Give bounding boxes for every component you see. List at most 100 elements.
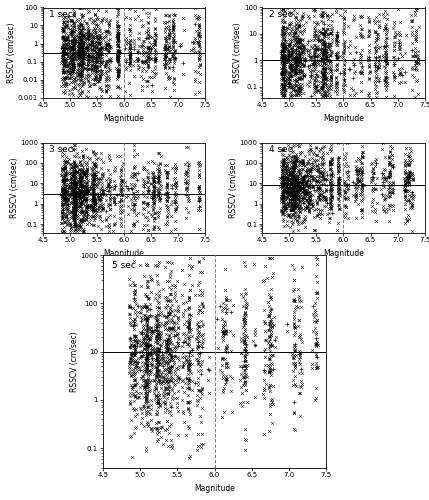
Point: [353, 48, 360, 56]
Point: [162, 45, 169, 53]
Point: [300, 184, 307, 192]
Point: [353, 157, 360, 165]
Point: [60, 41, 66, 49]
Point: [142, 34, 149, 42]
Point: [262, 368, 269, 376]
Point: [298, 60, 305, 68]
Point: [129, 304, 136, 312]
Point: [335, 174, 342, 182]
Point: [411, 56, 418, 64]
Point: [318, 160, 325, 168]
Point: [90, 184, 97, 192]
Point: [296, 214, 303, 222]
Point: [62, 196, 69, 203]
Point: [266, 290, 273, 298]
Point: [304, 172, 311, 180]
Point: [151, 55, 158, 63]
Point: [291, 320, 298, 328]
Point: [92, 190, 99, 198]
Point: [88, 66, 95, 74]
Point: [285, 191, 292, 199]
Point: [289, 211, 296, 219]
Point: [63, 215, 70, 223]
Point: [96, 24, 103, 32]
Point: [97, 92, 104, 100]
Point: [155, 188, 162, 196]
Point: [166, 64, 172, 72]
Point: [290, 84, 297, 92]
Point: [317, 210, 323, 218]
Point: [279, 66, 286, 74]
Point: [70, 191, 77, 199]
Point: [390, 73, 397, 81]
Point: [289, 192, 296, 200]
Point: [320, 80, 326, 88]
Point: [58, 52, 65, 60]
Point: [141, 351, 148, 359]
Point: [285, 36, 292, 44]
Point: [154, 394, 161, 402]
Point: [292, 158, 299, 166]
Point: [85, 70, 92, 78]
Point: [75, 60, 82, 68]
Point: [79, 31, 86, 39]
Point: [159, 362, 166, 370]
Point: [155, 172, 162, 179]
Point: [73, 190, 79, 198]
Point: [280, 74, 287, 82]
Point: [128, 169, 135, 177]
Point: [70, 182, 77, 190]
Point: [91, 202, 98, 210]
Point: [91, 196, 97, 203]
Point: [316, 168, 323, 176]
Point: [284, 184, 290, 192]
Point: [295, 180, 302, 188]
Point: [145, 402, 151, 410]
Point: [282, 48, 289, 56]
Point: [320, 55, 327, 63]
Point: [134, 394, 141, 402]
Point: [405, 181, 412, 189]
Point: [300, 189, 307, 197]
Point: [285, 152, 292, 160]
Point: [287, 9, 294, 17]
Point: [304, 147, 311, 155]
Point: [278, 58, 285, 66]
Point: [76, 40, 83, 48]
Point: [281, 23, 288, 31]
Point: [280, 54, 287, 62]
Point: [68, 52, 75, 60]
Point: [79, 213, 86, 221]
Point: [195, 184, 202, 192]
Point: [154, 326, 161, 334]
Point: [167, 402, 174, 410]
Point: [299, 178, 306, 186]
Point: [71, 206, 78, 214]
Point: [170, 15, 177, 23]
Point: [323, 48, 330, 56]
Point: [180, 338, 187, 346]
Point: [169, 316, 175, 324]
Point: [323, 80, 330, 88]
Point: [326, 158, 333, 166]
Point: [164, 338, 171, 345]
Point: [114, 32, 121, 40]
Point: [83, 179, 90, 187]
Point: [159, 398, 166, 406]
Point: [147, 45, 154, 53]
Point: [230, 332, 236, 340]
Point: [90, 194, 97, 202]
Point: [319, 72, 326, 80]
Point: [142, 56, 148, 64]
Point: [354, 182, 361, 190]
Point: [195, 349, 202, 357]
Point: [70, 208, 77, 216]
Point: [76, 192, 83, 200]
Point: [195, 30, 202, 38]
Point: [135, 46, 142, 54]
Point: [169, 392, 176, 400]
Point: [70, 10, 77, 18]
Point: [80, 194, 87, 202]
Point: [133, 422, 139, 430]
Point: [61, 150, 68, 158]
